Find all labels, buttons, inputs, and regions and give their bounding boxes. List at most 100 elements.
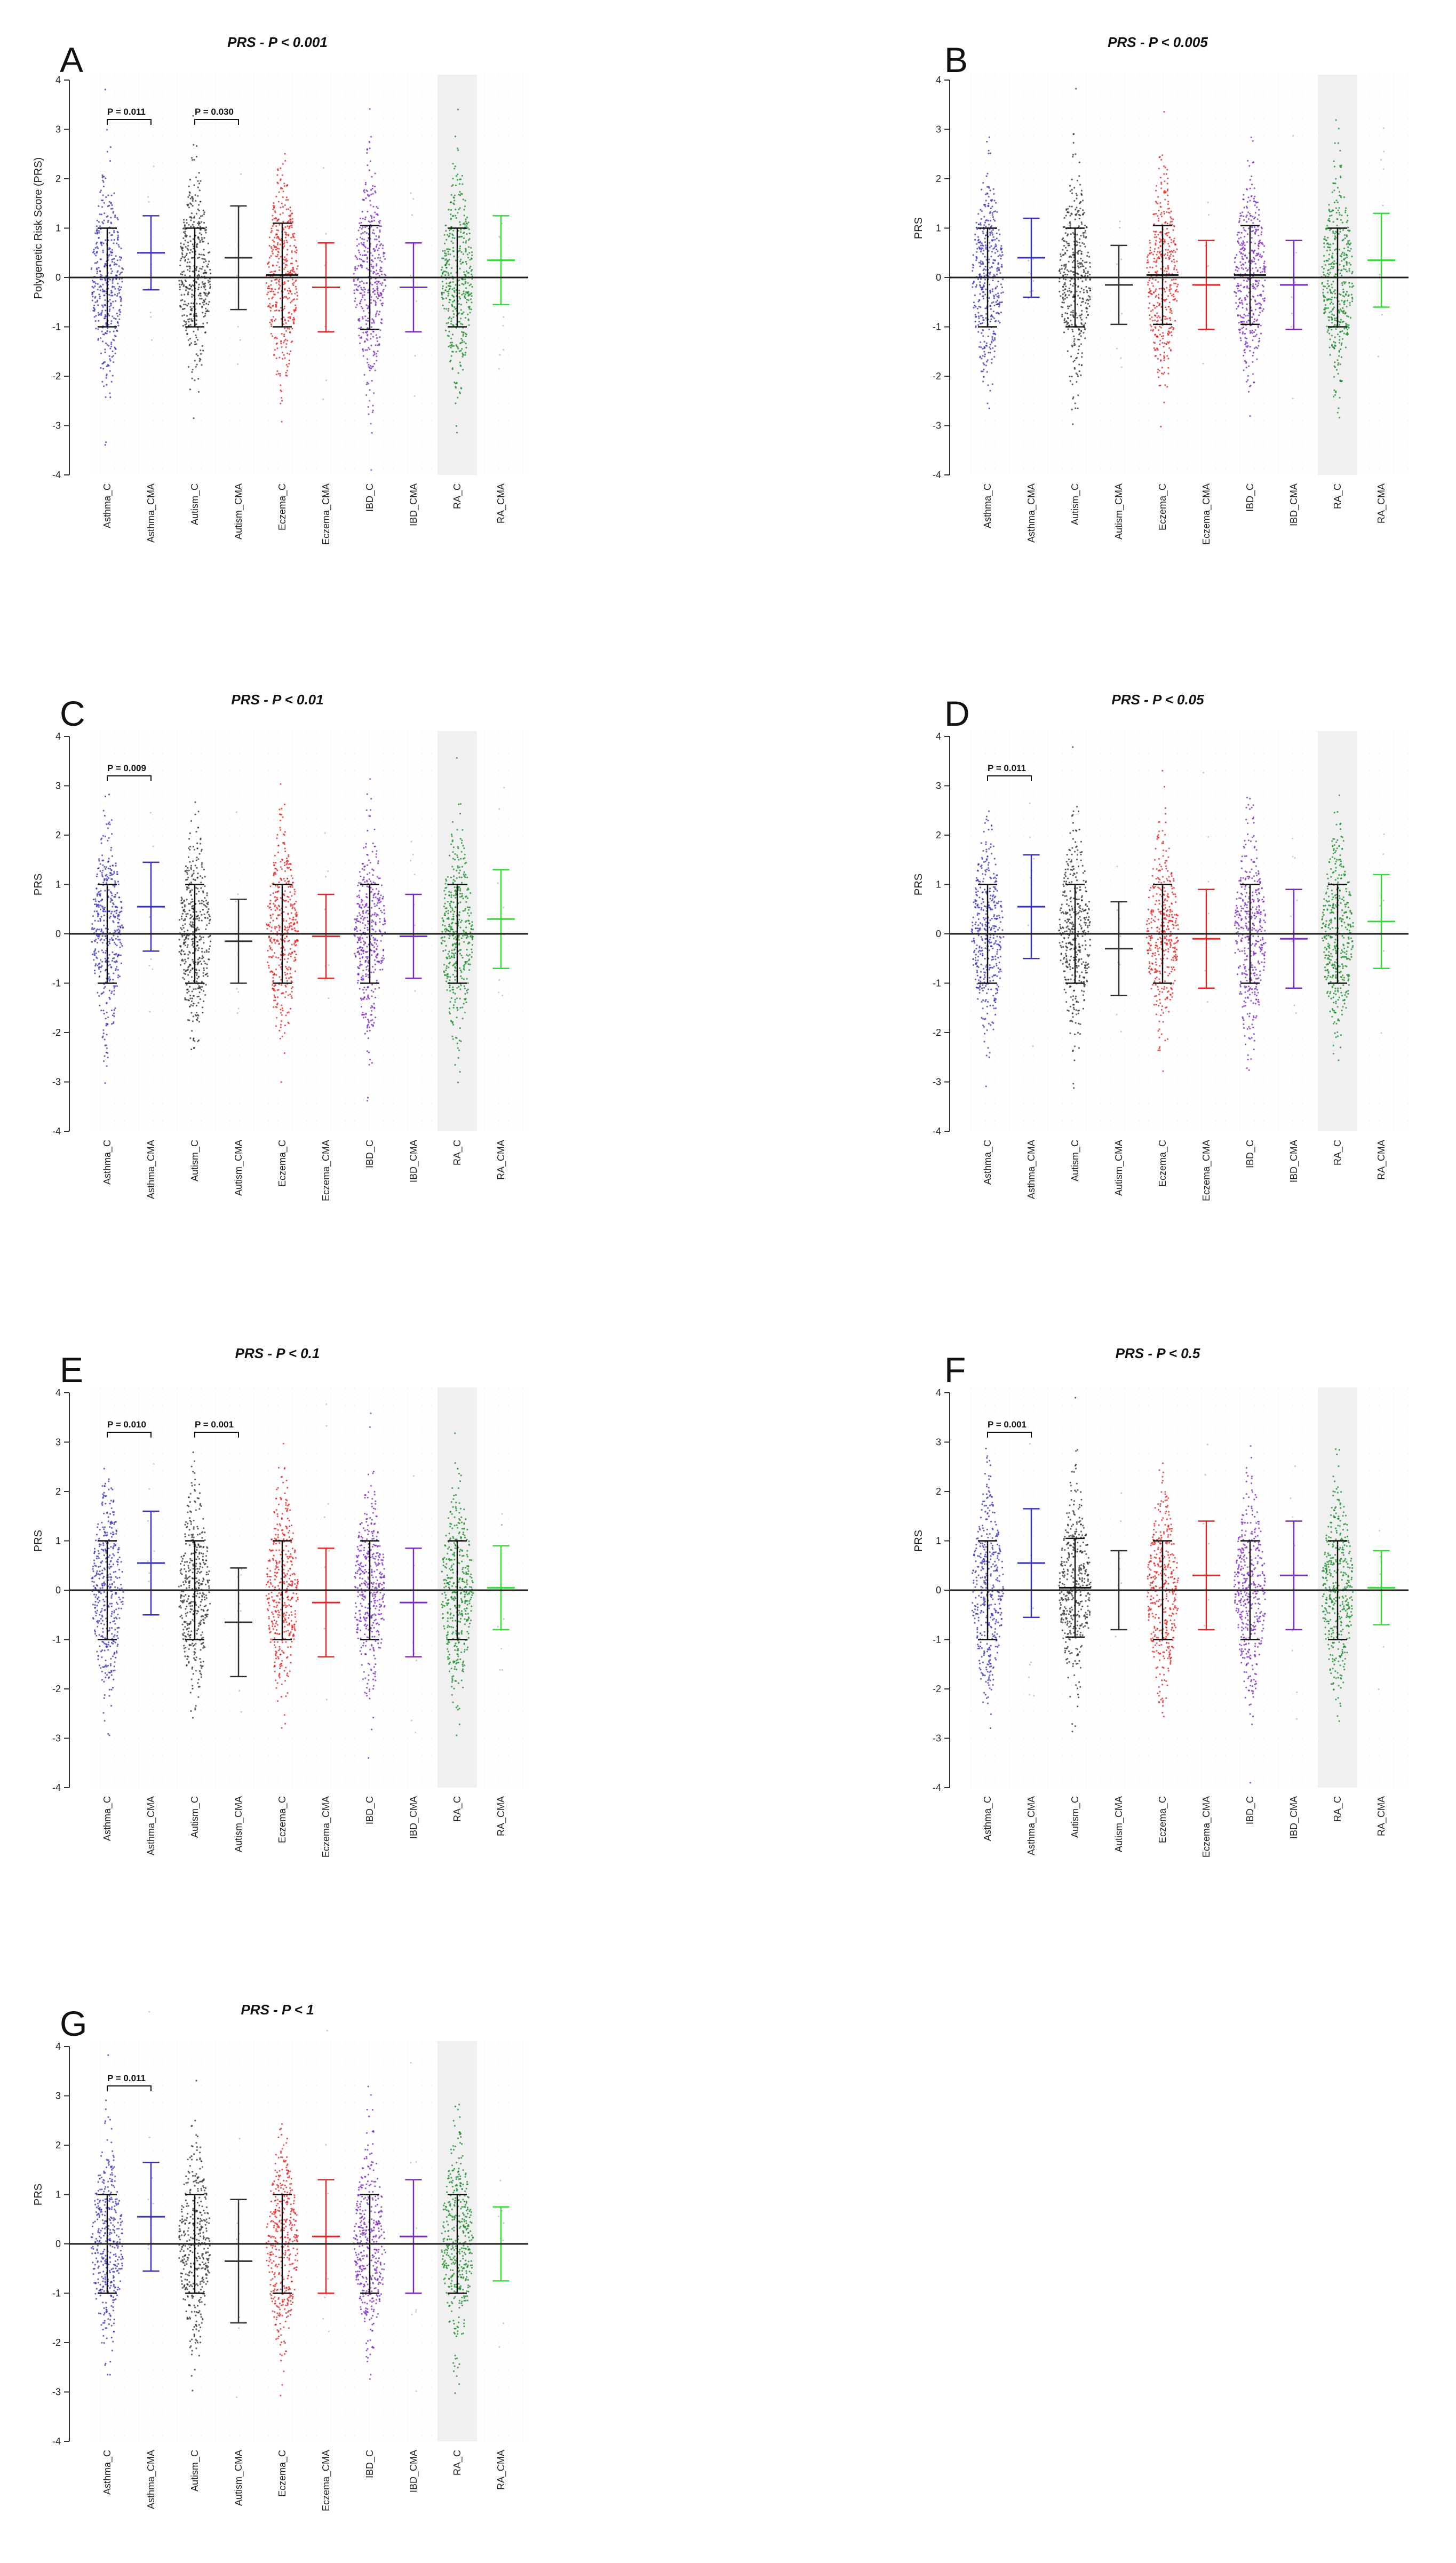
data-point: [1081, 356, 1083, 358]
data-point: [280, 256, 282, 258]
data-point: [1000, 255, 1003, 257]
data-point: [451, 233, 453, 235]
data-point: [1001, 248, 1003, 250]
data-point: [117, 282, 119, 284]
data-point: [991, 358, 993, 360]
data-point: [449, 233, 451, 235]
data-point: [1244, 261, 1246, 264]
data-point: [283, 281, 286, 283]
data-point: [1077, 251, 1079, 253]
data-point: [1157, 202, 1159, 204]
data-point: [465, 218, 467, 220]
data-point: [274, 236, 276, 239]
data-point: [1064, 312, 1067, 314]
data-point: [988, 328, 990, 330]
data-point: [372, 288, 375, 290]
data-point: [1236, 254, 1238, 256]
data-point: [1243, 264, 1245, 266]
data-point: [990, 232, 992, 234]
data-point: [110, 892, 113, 894]
data-point: [976, 307, 978, 310]
data-point: [1331, 344, 1333, 346]
data-point: [1077, 394, 1079, 396]
data-point: [455, 215, 457, 217]
data-point: [414, 243, 416, 245]
data-point: [972, 270, 974, 272]
data-point: [1076, 316, 1078, 319]
data-point: [989, 247, 991, 249]
data-point: [1082, 232, 1084, 234]
data-point: [1259, 340, 1261, 342]
data-point: [190, 313, 192, 315]
data-point: [1164, 371, 1166, 374]
data-point: [463, 292, 465, 295]
data-point: [1333, 314, 1335, 316]
y-tick-label: -3: [52, 420, 61, 431]
data-point: [1236, 308, 1238, 310]
data-point: [189, 306, 192, 308]
data-point: [370, 326, 373, 328]
data-point: [1064, 252, 1067, 255]
data-point: [996, 285, 998, 288]
data-point: [1163, 212, 1165, 215]
data-point: [1060, 272, 1062, 274]
data-point: [112, 208, 114, 210]
data-point: [453, 255, 455, 258]
data-point: [989, 189, 991, 192]
data-point: [994, 339, 996, 341]
data-point: [236, 274, 238, 276]
data-point: [101, 288, 104, 291]
data-point: [110, 217, 112, 219]
data-point: [980, 286, 982, 289]
data-point: [1071, 213, 1073, 215]
data-point: [1331, 292, 1333, 295]
data-point: [273, 207, 275, 209]
data-point: [452, 163, 454, 165]
data-point: [112, 338, 114, 341]
data-point: [98, 901, 100, 903]
data-point: [376, 206, 378, 208]
data-point: [210, 272, 212, 274]
data-point: [112, 261, 114, 263]
data-point: [443, 307, 445, 310]
data-point: [376, 243, 378, 245]
data-point: [1263, 297, 1266, 299]
data-point: [468, 238, 471, 240]
data-point: [294, 239, 296, 241]
data-point: [1077, 286, 1079, 288]
data-point: [100, 314, 102, 316]
data-point: [367, 251, 369, 253]
data-point: [457, 108, 459, 110]
data-point: [1071, 205, 1073, 208]
data-point: [100, 890, 102, 892]
data-point: [460, 338, 463, 340]
data-point: [188, 321, 190, 323]
data-point: [276, 301, 278, 304]
data-point: [98, 286, 100, 288]
y-tick-label: 4: [55, 731, 61, 742]
data-point: [374, 185, 376, 188]
data-point: [195, 314, 197, 316]
data-point: [209, 287, 211, 289]
data-point: [195, 200, 197, 202]
data-point: [1154, 355, 1156, 357]
data-point: [1343, 332, 1345, 335]
data-point: [282, 212, 284, 214]
data-point: [985, 364, 987, 367]
data-point: [996, 248, 998, 250]
data-point: [276, 174, 279, 176]
data-point: [1089, 261, 1091, 264]
data-point: [205, 307, 207, 310]
data-point: [189, 848, 191, 851]
data-point: [1335, 231, 1337, 233]
data-point: [462, 335, 464, 337]
data-point: [370, 193, 372, 195]
data-point: [101, 942, 104, 944]
data-point: [1253, 226, 1255, 228]
data-point: [105, 304, 107, 307]
data-point: [204, 229, 206, 232]
data-point: [108, 294, 110, 296]
data-point: [119, 259, 121, 261]
data-point: [1069, 225, 1071, 227]
data-point: [1155, 244, 1157, 246]
